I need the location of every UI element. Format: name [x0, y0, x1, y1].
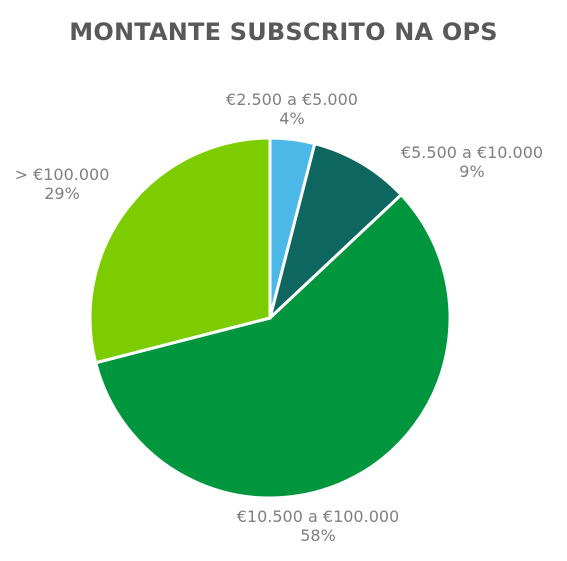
slice-percent-2: 9% — [459, 162, 484, 181]
chart-title: MONTANTE SUBSCRITO NA OPS — [69, 18, 498, 46]
pie-slice-3 — [93, 192, 452, 500]
slice-percent-4: 29% — [44, 184, 80, 203]
slices-layer — [88, 136, 452, 500]
pie-slice-2 — [267, 141, 404, 323]
slice-label-2: €5.500 a €10.000 — [401, 143, 543, 162]
slice-percent-1: 4% — [279, 109, 304, 128]
slice-label-3: €10.500 a €100.000 — [237, 507, 399, 526]
slice-percent-3: 58% — [300, 526, 336, 545]
pie-slice-4 — [88, 136, 272, 365]
slice-label-1: €2.500 a €5.000 — [226, 90, 358, 109]
slice-label-4: > €100.000 — [15, 165, 110, 184]
